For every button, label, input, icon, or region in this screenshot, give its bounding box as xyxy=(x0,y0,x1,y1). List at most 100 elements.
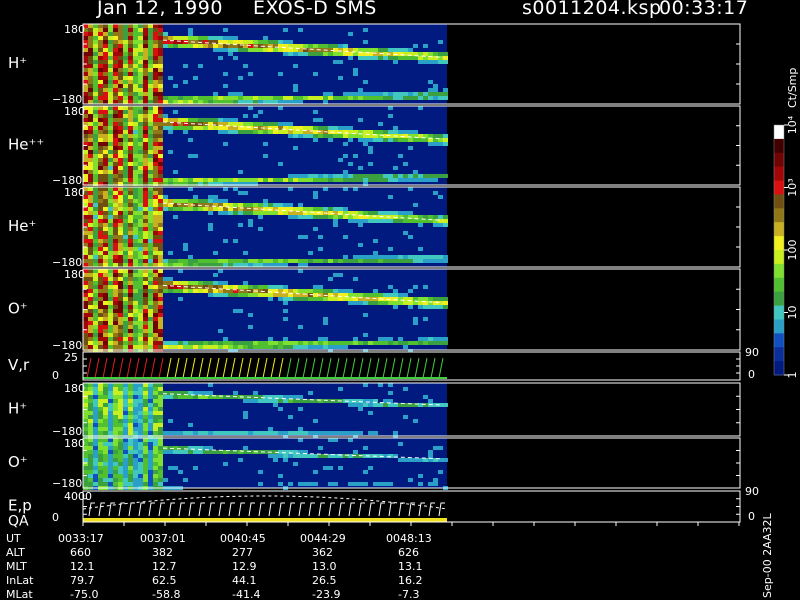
spectrogram-cell xyxy=(113,273,118,277)
spectrogram-cell xyxy=(128,305,133,309)
spectrogram-cell xyxy=(363,482,368,486)
spectrogram-cell xyxy=(118,122,123,126)
spectrogram-cell xyxy=(148,215,153,219)
spectrogram-cell xyxy=(323,174,328,178)
spectrogram-cell xyxy=(433,191,438,195)
spectrogram-cell xyxy=(148,458,153,462)
spectrogram-cell xyxy=(103,150,108,154)
spectrogram-cell xyxy=(158,235,163,239)
spectrogram-cell xyxy=(128,203,133,207)
spectrogram-cell xyxy=(113,24,118,28)
spectrogram-cell xyxy=(353,403,358,407)
spectrogram-cell xyxy=(358,130,363,134)
spectrogram-cell xyxy=(88,178,93,182)
spectrogram-cell xyxy=(83,178,88,182)
spectrogram-cell xyxy=(93,277,98,281)
spectrogram-cell xyxy=(308,399,313,403)
spectrogram-cell xyxy=(103,178,108,182)
spectrogram-cell xyxy=(443,96,448,100)
spectrogram-cell xyxy=(278,407,283,411)
spectrogram-cell xyxy=(278,285,283,289)
spectrogram-cell xyxy=(443,458,448,462)
spectrogram-cell xyxy=(313,345,318,349)
spectrogram-cell xyxy=(438,134,443,138)
spectrogram-cell xyxy=(133,442,138,446)
spectrogram-cell xyxy=(148,88,153,92)
spectrogram-cell xyxy=(133,64,138,68)
spectrogram-cell xyxy=(108,289,113,293)
spectrogram-cell xyxy=(118,474,123,478)
spectrogram-cell xyxy=(188,289,193,293)
spectrogram-cell xyxy=(213,182,218,186)
spectrogram-cell xyxy=(223,289,228,293)
spectrogram-cell xyxy=(108,118,113,122)
spectrogram-cell xyxy=(343,431,348,435)
spectrogram-cell xyxy=(153,345,158,349)
spectrogram-cell xyxy=(333,174,338,178)
spectrogram-cell xyxy=(143,391,148,395)
spectrogram-cell xyxy=(268,341,273,345)
spectrogram-cell xyxy=(438,446,443,450)
spectrogram-cell xyxy=(88,349,93,353)
spectrogram-cell xyxy=(128,333,133,337)
spectrogram-cell xyxy=(128,207,133,211)
spectrogram-cell xyxy=(243,251,248,255)
spectrogram-cell xyxy=(218,118,223,122)
spectrogram-cell xyxy=(108,223,113,227)
spectrogram-cell xyxy=(288,345,293,349)
spectrogram-cell xyxy=(158,195,163,199)
spectrogram-cell xyxy=(278,293,283,297)
spectrogram-cell xyxy=(88,462,93,466)
footer-value: 626 xyxy=(398,546,419,559)
spectrogram-cell xyxy=(148,427,153,431)
spectrogram-cell xyxy=(88,285,93,289)
spectrogram-cell xyxy=(393,138,398,142)
spectrogram-cell xyxy=(298,427,303,431)
spectrogram-cell xyxy=(283,450,288,454)
spectrogram-cell xyxy=(98,263,103,267)
spectrogram-cell xyxy=(158,470,163,474)
spectrogram-cell xyxy=(238,122,243,126)
spectrogram-cell xyxy=(118,427,123,431)
spectrogram-cell xyxy=(433,259,438,263)
spectrogram-cell xyxy=(218,96,223,100)
spectrogram-cell xyxy=(233,100,238,104)
spectrogram-cell xyxy=(228,263,233,267)
spectrogram-cell xyxy=(203,122,208,126)
spectrogram-cell xyxy=(133,84,138,88)
spectrogram-cell xyxy=(128,215,133,219)
spectrogram-cell xyxy=(198,126,203,130)
spectrogram-cell xyxy=(383,219,388,223)
spectrogram-cell xyxy=(108,243,113,247)
spectrogram-cell xyxy=(223,178,228,182)
spectrogram-cell xyxy=(138,48,143,52)
spectrogram-cell xyxy=(188,126,193,130)
spectrogram-cell xyxy=(428,215,433,219)
spectrogram-cell xyxy=(113,28,118,32)
spectrogram-cell xyxy=(113,345,118,349)
spectrogram-cell xyxy=(103,134,108,138)
spectrogram-cell xyxy=(348,162,353,166)
spectrogram-cell xyxy=(83,450,88,454)
spectrogram-cell xyxy=(138,383,143,387)
spectrogram-cell xyxy=(313,293,318,297)
spectrogram-cell xyxy=(103,466,108,470)
spectrogram-cell xyxy=(123,345,128,349)
spectrogram-cell xyxy=(198,182,203,186)
spectrogram-cell xyxy=(298,395,303,399)
spectrogram-cell xyxy=(98,126,103,130)
spectrogram-cell xyxy=(343,259,348,263)
spectrogram-cell xyxy=(333,96,338,100)
spectrogram-cell xyxy=(148,387,153,391)
spectrogram-cell xyxy=(233,56,238,60)
spectrogram-cell xyxy=(368,56,373,60)
spectrogram-cell xyxy=(153,122,158,126)
spectrogram-cell xyxy=(298,126,303,130)
spectrogram-cell xyxy=(393,60,398,64)
panel-6 xyxy=(82,382,741,439)
spectrogram-cell xyxy=(108,72,113,76)
spectrogram-cell xyxy=(408,349,413,353)
spectrogram-cell xyxy=(418,474,423,478)
spectrogram-cell xyxy=(103,251,108,255)
spectrogram-cell xyxy=(183,289,188,293)
